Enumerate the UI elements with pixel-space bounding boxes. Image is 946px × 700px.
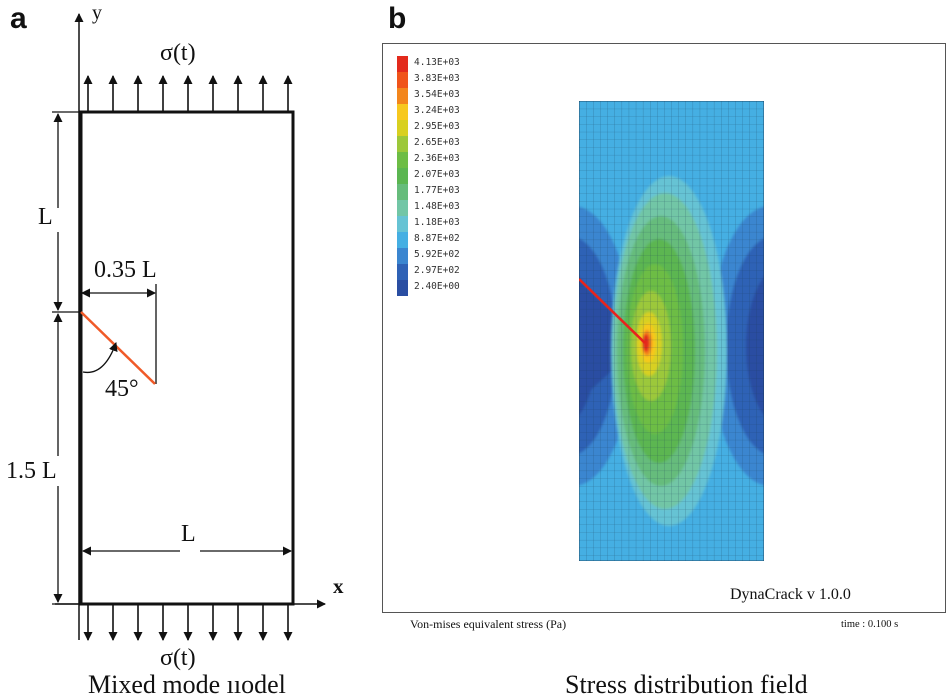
legend-entry: 5.92E+02 bbox=[397, 248, 507, 264]
legend-entry: 8.87E+02 bbox=[397, 232, 507, 248]
legend-label: 3.24E+03 bbox=[414, 105, 460, 116]
legend-swatch bbox=[397, 216, 408, 232]
simulated-crack-line bbox=[579, 278, 646, 344]
x-axis-label: x bbox=[333, 574, 344, 598]
panel-a-letter: a bbox=[10, 2, 27, 35]
legend-label: 2.36E+03 bbox=[414, 153, 460, 164]
time-label: time : 0.100 s bbox=[841, 619, 899, 630]
crack-angle-arc bbox=[82, 342, 118, 374]
panel-a-caption: Mixed mode ııodel bbox=[88, 670, 286, 699]
upper-height-label: L bbox=[38, 204, 53, 230]
legend-label: 2.65E+03 bbox=[414, 137, 460, 148]
legend-entry: 4.13E+03 bbox=[397, 56, 507, 72]
legend-entry: 2.97E+02 bbox=[397, 264, 507, 280]
legend-label: 1.18E+03 bbox=[414, 217, 460, 228]
crack-offset-label: 0.35 L bbox=[94, 257, 157, 283]
legend-label: 3.54E+03 bbox=[414, 89, 460, 100]
legend-entry: 3.24E+03 bbox=[397, 104, 507, 120]
legend-swatch bbox=[397, 88, 408, 104]
legend-label: 1.77E+03 bbox=[414, 185, 460, 196]
legend-entry: 2.95E+03 bbox=[397, 120, 507, 136]
legend-swatch bbox=[397, 264, 408, 280]
legend-label: 2.07E+03 bbox=[414, 169, 460, 180]
legend-entry: 2.40E+00 bbox=[397, 280, 507, 296]
legend-swatch bbox=[397, 104, 408, 120]
plate-outline bbox=[79, 110, 295, 606]
bottom-load-arrows bbox=[83, 604, 293, 641]
legend-label: 1.48E+03 bbox=[414, 201, 460, 212]
crack-line bbox=[80, 311, 156, 385]
legend-label: 8.87E+02 bbox=[414, 233, 460, 244]
legend-entry: 2.07E+03 bbox=[397, 168, 507, 184]
mixed-mode-model-diagram bbox=[52, 13, 326, 641]
legend-swatch bbox=[397, 232, 408, 248]
legend-swatch bbox=[397, 136, 408, 152]
dimension-lower-height bbox=[52, 313, 80, 605]
legend-label: 3.83E+03 bbox=[414, 73, 460, 84]
legend-label: 2.40E+00 bbox=[414, 281, 460, 292]
panel-b-letter: b bbox=[388, 2, 407, 35]
legend-swatch bbox=[397, 72, 408, 88]
legend-swatch bbox=[397, 168, 408, 184]
stress-contour-plot bbox=[579, 101, 764, 561]
stress-quantity-label: Von-mises equivalent stress (Pa) bbox=[410, 617, 567, 631]
legend-entry: 2.65E+03 bbox=[397, 136, 507, 152]
legend-swatch bbox=[397, 120, 408, 136]
legend-label: 2.95E+03 bbox=[414, 121, 460, 132]
legend-entry: 3.54E+03 bbox=[397, 88, 507, 104]
panel-b-caption: Stress distribution field bbox=[565, 670, 808, 699]
legend-swatch bbox=[397, 248, 408, 264]
crack-angle-label: 45° bbox=[105, 376, 139, 402]
stress-legend: 4.13E+03 3.83E+03 3.54E+03 3.24E+03 2.95… bbox=[397, 56, 517, 316]
legend-entry: 1.48E+03 bbox=[397, 200, 507, 216]
legend-entry: 3.83E+03 bbox=[397, 72, 507, 88]
legend-entry: 1.77E+03 bbox=[397, 184, 507, 200]
dimension-upper-height bbox=[52, 111, 80, 313]
top-load-arrows bbox=[83, 75, 293, 112]
lower-height-label: 1.5 L bbox=[6, 458, 57, 484]
legend-label: 4.13E+03 bbox=[414, 57, 460, 68]
legend-swatch bbox=[397, 152, 408, 168]
legend-swatch bbox=[397, 56, 408, 72]
legend-swatch bbox=[397, 184, 408, 200]
top-load-label: σ(t) bbox=[160, 40, 196, 66]
y-axis-label: y bbox=[92, 2, 102, 24]
legend-swatch bbox=[397, 280, 408, 296]
bottom-load-label: σ(t) bbox=[160, 645, 196, 671]
legend-entry: 2.36E+03 bbox=[397, 152, 507, 168]
dimension-crack-offset bbox=[81, 284, 157, 384]
legend-label: 5.92E+02 bbox=[414, 249, 460, 260]
legend-swatch bbox=[397, 200, 408, 216]
software-label: DynaCrack v 1.0.0 bbox=[730, 586, 851, 603]
width-label: L bbox=[181, 521, 196, 547]
legend-label: 2.97E+02 bbox=[414, 265, 460, 276]
legend-entry: 1.18E+03 bbox=[397, 216, 507, 232]
